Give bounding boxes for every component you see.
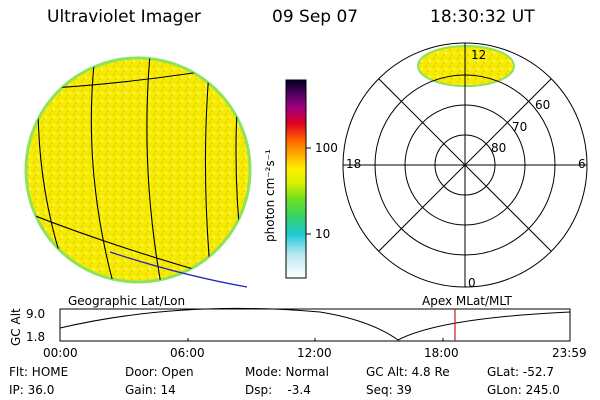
time-tick-2359: 23:59: [552, 346, 587, 360]
status-ip: IP: 36.0: [9, 383, 55, 397]
geographic-label: Geographic Lat/Lon: [68, 294, 186, 308]
time-tick-1800: 18:00: [424, 346, 459, 360]
status-filter: Flt: HOME: [9, 365, 69, 379]
colorbar-tick-100: 100: [315, 141, 338, 155]
time-tick-0000: 00:00: [43, 346, 78, 360]
status-door: Door: Open: [125, 365, 194, 379]
time-tick-1200: 12:00: [297, 346, 332, 360]
lat-label-70: 70: [512, 120, 528, 134]
mlt-label-18: 18: [346, 157, 362, 171]
status-seq: Seq: 39: [366, 383, 412, 397]
altitude-plot: [59, 307, 571, 342]
time-label: 18:30:32 UT: [430, 7, 535, 27]
status-glon: GLon: 245.0: [487, 383, 560, 397]
altitude-y-max: 9.0: [26, 307, 46, 321]
mlt-label-6: 6: [578, 157, 586, 171]
altitude-axis-title: GC Alt: [9, 308, 23, 346]
lat-label-80: 80: [491, 141, 507, 155]
mlt-label-0: 0: [468, 276, 476, 290]
instrument-title: Ultraviolet Imager: [47, 7, 201, 27]
color-bar: [285, 79, 311, 279]
earth-disk-image: [24, 56, 252, 288]
status-glat: GLat: -52.7: [487, 365, 554, 379]
status-mode: Mode: Normal: [245, 365, 329, 379]
altitude-y-min: 1.8: [26, 330, 46, 344]
colorbar-tick-10: 10: [315, 227, 331, 241]
apex-label: Apex MLat/MLT: [422, 294, 512, 308]
polar-plot: [342, 42, 588, 288]
status-dsp: Dsp: -3.4: [245, 383, 311, 397]
track-line: [109, 251, 248, 288]
status-gain: Gain: 14: [125, 383, 176, 397]
colorbar-unit-label: photon cm⁻²s⁻¹: [263, 149, 277, 242]
status-gc-alt: GC Alt: 4.8 Re: [366, 365, 450, 379]
time-tick-0600: 06:00: [170, 346, 205, 360]
date-label: 09 Sep 07: [272, 7, 359, 27]
lat-label-60: 60: [535, 98, 551, 112]
mlt-label-12: 12: [471, 48, 487, 62]
